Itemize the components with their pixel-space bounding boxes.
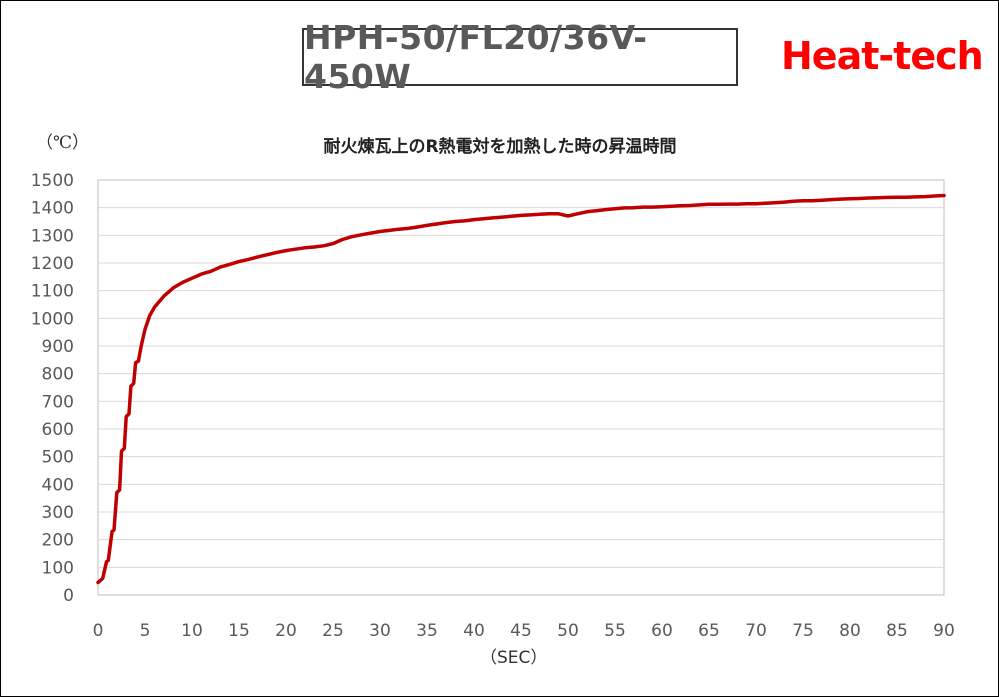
brand-logo: Heat-tech	[781, 34, 984, 78]
x-tick-label: 90	[933, 621, 955, 641]
x-tick-label: 15	[228, 621, 250, 641]
x-tick-label: 30	[369, 621, 391, 641]
y-tick-label: 100	[42, 558, 74, 578]
x-tick-label: 0	[93, 621, 104, 641]
y-tick-label: 200	[42, 531, 74, 551]
x-tick-label: 45	[510, 621, 532, 641]
model-title: HPH-50/FL20/36V-450W	[304, 18, 648, 96]
x-tick-label: 70	[745, 621, 767, 641]
model-title-box: HPH-50/FL20/36V-450W	[302, 18, 738, 96]
y-tick-label: 300	[42, 503, 74, 523]
y-tick-label: 1200	[31, 254, 74, 274]
x-tick-label: 10	[181, 621, 203, 641]
x-tick-label: 85	[886, 621, 908, 641]
y-tick-label: 1300	[31, 226, 74, 246]
y-tick-labels: 0 100 200 300 400 500 600 700 800 900 1000 1100 1200…	[31, 171, 74, 606]
y-tick-label: 700	[42, 392, 74, 412]
series-group	[96, 193, 946, 585]
y-tick-label: 0	[63, 586, 74, 606]
chart-title: 耐火煉瓦上のR熱電対を加熱した時の昇温時間	[323, 137, 677, 157]
plot-area	[97, 179, 945, 596]
y-tick-label: 1400	[31, 199, 74, 219]
x-tick-label: 55	[604, 621, 626, 641]
x-tick-label: 60	[651, 621, 673, 641]
x-tick-label: 80	[839, 621, 861, 641]
x-tick-label: 25	[322, 621, 344, 641]
x-tick-label: 50	[557, 621, 579, 641]
y-tick-label: 400	[42, 475, 74, 495]
y-tick-label: 600	[42, 420, 74, 440]
x-tick-label: 65	[698, 621, 720, 641]
x-tick-label: 5	[140, 621, 151, 641]
y-tick-label: 900	[42, 337, 74, 357]
x-axis-unit: （SEC）	[480, 648, 548, 668]
x-tick-label: 40	[463, 621, 485, 641]
y-tick-label: 800	[42, 365, 74, 385]
y-tick-label: 500	[42, 448, 74, 468]
series-line	[96, 193, 946, 585]
y-axis-unit: （℃）	[36, 133, 90, 153]
x-tick-label: 35	[416, 621, 438, 641]
x-tick-labels: 0 5 10 15 20 25 30 35 40 45 50 55 60 65 70 75 80 85 90	[93, 621, 955, 641]
y-tick-label: 1500	[31, 171, 74, 191]
y-tick-label: 1100	[31, 282, 74, 302]
y-tick-label: 1000	[31, 309, 74, 329]
x-tick-label: 20	[275, 621, 297, 641]
gridlines	[98, 207, 944, 568]
x-tick-label: 75	[792, 621, 814, 641]
